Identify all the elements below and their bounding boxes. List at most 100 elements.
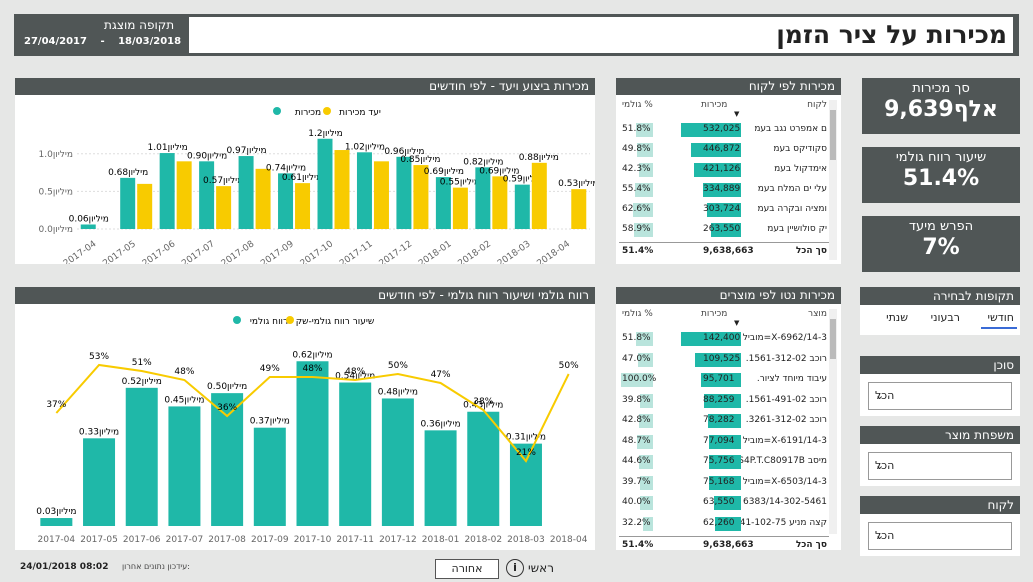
home-button[interactable]: ראשי <box>528 561 554 575</box>
table-title: מכירות נטו לפי מוצרים <box>616 287 841 304</box>
sales-bar <box>708 434 741 449</box>
row-name: מיסב LU.S4P.T.C80917B <box>724 456 827 466</box>
total-sales: 9,638,663 <box>703 540 754 550</box>
row-pct: 32.2% <box>622 517 651 528</box>
target-data-label: 0.57מיליון <box>203 176 243 186</box>
sales-data-label: 0.96מיליון <box>384 147 424 157</box>
row-pct: 47.0% <box>622 353 651 364</box>
row-sales: 62,260 <box>703 517 735 528</box>
sales-bar <box>159 153 175 229</box>
column-header-sales[interactable]: מכירות <box>701 100 728 110</box>
period-slicer: תקופות לבחירה חודשי רבעוני שנתי <box>860 287 1020 335</box>
customers-table[interactable]: לקוח מכירות % גולמי ▼ ם אמפרט נגב בעמ 532,025… <box>619 98 829 263</box>
profit-bar <box>168 406 201 526</box>
table-row[interactable]: עלי ים המלח בעמ 334,889 55.4% <box>619 180 829 200</box>
back-button[interactable]: אחורה <box>435 559 499 579</box>
profit-bar <box>211 393 244 526</box>
pct-bar <box>636 123 653 137</box>
row-name: סקודיקס בעמ <box>773 144 827 154</box>
table-row[interactable]: רוכב 3261-312-02. 78,282 42.8% <box>619 411 829 431</box>
slicer-title: תקופות לבחירה <box>860 287 1020 305</box>
table-row[interactable]: ומציה ובקרה בעמ 303,724 62.6% <box>619 200 829 220</box>
column-header-name[interactable]: מוצר <box>808 309 827 319</box>
gross-profit-chart-panel: רווח גולמי ושיעור רווח גולמי - לפי חודשי… <box>15 287 595 550</box>
sales-bar <box>681 123 741 137</box>
date-to: 18/03/2018 <box>118 36 182 47</box>
period-option-yearly[interactable]: שנתי <box>886 311 908 324</box>
profit-data-label: 0.62מיליון <box>292 350 332 360</box>
scrollbar-thumb[interactable] <box>830 319 836 359</box>
kpi-gross-margin: שיעור רווח גולמי 51.4% <box>862 147 1020 203</box>
x-tick-label: 2018-02 <box>464 535 502 545</box>
profit-bar <box>253 427 286 526</box>
scrollbar[interactable] <box>829 100 837 260</box>
sort-down-icon: ▼ <box>734 319 740 327</box>
margin-data-label: 51% <box>132 358 152 368</box>
period-option-monthly[interactable]: חודשי <box>987 311 1014 324</box>
row-sales: 75,756 <box>703 456 735 466</box>
profit-bar <box>296 361 329 526</box>
row-name: ומציה ובקרה בעמ <box>757 204 827 214</box>
products-table[interactable]: מוצר מכירות % גולמי ▼ 6962/14-3-X=מוביל 82.1… <box>619 307 829 550</box>
pct-bar <box>634 223 653 237</box>
profit-data-label: 0.48מיליון <box>378 387 418 397</box>
legend-swatch-sales <box>273 107 281 115</box>
table-row[interactable]: רוכב 1561-491-02. 88,259 39.8% <box>619 391 829 411</box>
column-header-name[interactable]: לקוח <box>807 100 827 110</box>
column-header-pct[interactable]: % גולמי <box>622 309 653 319</box>
sales-bar <box>709 475 741 490</box>
pct-bar <box>637 434 653 449</box>
table-row[interactable]: 6503/14-3-X=מוביל 8275,168 39.7% <box>619 473 829 493</box>
date-separator: - <box>100 36 105 47</box>
row-sales: 303,724 <box>703 204 741 214</box>
sales-data-label: 0.74מיליון <box>266 163 306 173</box>
customer-dropdown[interactable]: הכל ⌄ <box>868 522 1012 550</box>
table-row[interactable]: אימדקול בעמ 421,126 42.3% <box>619 160 829 180</box>
profit-bar <box>424 430 457 526</box>
table-row[interactable]: רוכב 1561-312-02. 109,525 47.0% <box>619 350 829 370</box>
kpi-label: הפרש מיעד <box>908 219 974 234</box>
margin-data-label: 48% <box>345 367 365 377</box>
kpi-target-diff: הפרש מיעד 7% <box>862 216 1020 272</box>
margin-data-label: 48% <box>302 364 322 374</box>
x-tick-label: 2017-07 <box>166 535 204 545</box>
row-name: רוכב 3261-312-02. <box>745 415 827 425</box>
scrollbar[interactable] <box>829 309 837 534</box>
profit-data-label: 0.45מיליון <box>164 395 204 405</box>
profit-data-label: 0.52מיליון <box>122 377 162 387</box>
period-option-quarterly[interactable]: רבעוני <box>930 311 960 324</box>
total-sales: 9,638,663 <box>703 246 754 256</box>
table-row[interactable]: ם אמפרט נגב בעמ 532,025 51.8% <box>619 120 829 140</box>
table-row[interactable]: יק סולושיין בעמ 263,550 58.9% <box>619 220 829 240</box>
row-name: רוכב 1561-312-02. <box>745 353 827 364</box>
sales-bar <box>238 156 254 229</box>
profit-bar <box>40 518 73 526</box>
legend-profit: רווח גולמי <box>250 317 288 327</box>
scrollbar-thumb[interactable] <box>830 110 836 160</box>
target-data-label: 0.88מיליון <box>519 153 559 163</box>
product-family-dropdown[interactable]: הכל ⌄ <box>868 452 1012 480</box>
column-header-sales[interactable]: מכירות <box>701 309 728 319</box>
table-row[interactable]: 6383/14-302-5461 ביל63,550 40.0% <box>619 493 829 513</box>
x-tick-label: 2017-06 <box>123 535 161 545</box>
x-tick-label: 2018-02 <box>457 239 494 264</box>
sort-down-icon: ▼ <box>734 110 740 118</box>
column-header-pct[interactable]: % גולמי <box>622 100 653 110</box>
agent-dropdown[interactable]: הכל ⌄ <box>868 382 1012 410</box>
x-tick-label: 2018-01 <box>422 535 460 545</box>
sales-bar <box>120 177 136 229</box>
profit-data-label: 0.37מיליון <box>250 417 290 427</box>
row-pct: 44.6% <box>622 456 651 466</box>
kpi-total-sales: סך מכירות 9,639אלף <box>862 78 1020 134</box>
info-icon[interactable]: i <box>506 559 524 577</box>
sales-bar <box>514 184 530 229</box>
row-sales: 63,550 <box>703 497 735 507</box>
table-row[interactable]: מיסב LU.S4P.T.C80917B 75,756 44.6% <box>619 452 829 472</box>
table-row[interactable]: עיבוד מיוחד לציור. 95,701 100.0% <box>619 370 829 390</box>
table-row[interactable]: סקודיקס בעמ 446,872 49.8% <box>619 140 829 160</box>
pct-bar <box>621 373 653 387</box>
pct-bar <box>636 332 653 346</box>
